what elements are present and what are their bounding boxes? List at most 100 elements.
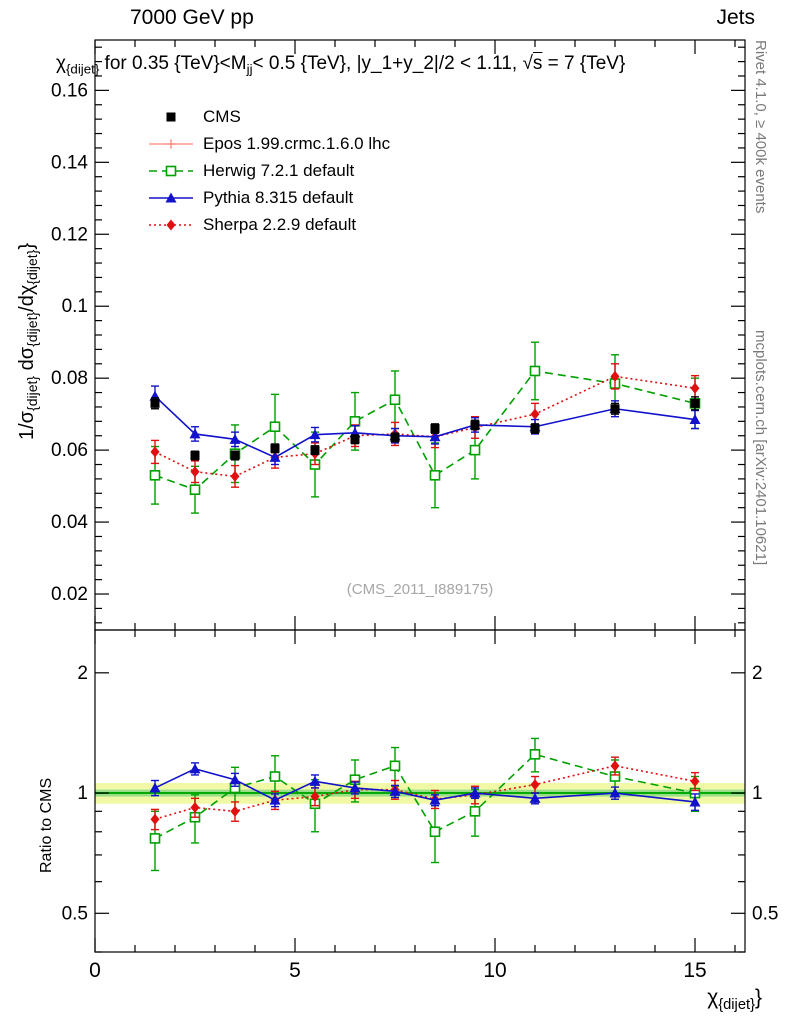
herwig-marker-open-square (389, 760, 401, 772)
herwig-marker-open-square (269, 421, 281, 433)
y-tick-label: 0.06 (51, 440, 88, 461)
pythia-marker-triangle (429, 431, 441, 442)
label-text: 1/σ (16, 410, 38, 440)
y-tick-label: 0.02 (51, 584, 88, 605)
cms-marker-square (150, 398, 160, 408)
pythia-marker-triangle (269, 794, 281, 805)
cms-marker-square (430, 424, 440, 434)
label-text: for 0.35 {TeV}<M (99, 53, 247, 74)
herwig-marker-open-square (165, 165, 177, 176)
sherpa-marker-diamond (230, 470, 240, 482)
sherpa-marker-diamond (150, 813, 160, 825)
sherpa-legend-marker-icon (149, 219, 193, 230)
pythia-marker-triangle (229, 774, 241, 785)
label-text: √ (522, 53, 533, 74)
pythia-marker-triangle (189, 763, 201, 774)
ratio-panel-frame (94, 629, 746, 953)
sherpa-marker-diamond (530, 779, 540, 791)
pythia-marker-triangle (609, 787, 621, 798)
legend-label: CMS (203, 106, 241, 126)
sherpa-marker-diamond (690, 775, 700, 787)
legend-item-epos: Epos 1.99.crmc.1.6.0 lhc (148, 130, 390, 157)
pythia-marker-triangle (229, 433, 241, 444)
label-text: s (532, 53, 543, 74)
herwig-marker-open-square (469, 806, 481, 817)
cms-marker-square (166, 112, 176, 121)
subscript-text: jj (246, 61, 253, 77)
pythia-marker-triangle (189, 428, 201, 439)
sherpa-line-ratio (154, 765, 696, 820)
sherpa-marker-diamond (310, 791, 320, 803)
y-tick-label: 0.08 (51, 368, 88, 389)
ratio-tick-label-right: 0.5 (752, 903, 778, 924)
legend-item-pythia: Pythia 8.315 default (148, 184, 390, 211)
subscript-text: {dijet} (23, 375, 40, 411)
cms-marker-square (470, 420, 480, 430)
legend-item-sherpa: Sherpa 2.2.9 default (148, 211, 390, 238)
epos-legend-marker-icon (149, 139, 193, 148)
x-tick-label: 0 (89, 959, 101, 982)
ratio-tick-label-left: 0.5 (62, 903, 88, 924)
label-text: } (754, 986, 762, 1009)
label-text: χ (707, 986, 719, 1009)
cms-marker-square (350, 434, 360, 444)
herwig-marker-open-square (269, 771, 281, 782)
sherpa-marker-diamond (190, 466, 200, 478)
series-cms (150, 396, 700, 461)
mcplots-source-note: mcplots.cern.ch [arXiv:2401.10621] (752, 330, 769, 566)
pythia-marker-triangle (149, 782, 161, 793)
sherpa-marker-diamond (610, 760, 620, 772)
sherpa-marker-diamond (530, 408, 540, 420)
pythia-marker-triangle (349, 782, 361, 793)
herwig-marker-open-square (149, 470, 161, 481)
legend-label: Sherpa 2.2.9 default (203, 214, 357, 234)
x-axis-title: χ{dijet}} (707, 986, 762, 1013)
herwig-marker-open-square (429, 470, 441, 481)
legend-item-herwig: Herwig 7.2.1 default (148, 157, 390, 184)
pythia-marker-triangle (269, 451, 281, 462)
sherpa-marker-diamond (690, 382, 700, 394)
cms-marker-square (690, 398, 700, 408)
pythia-legend-marker-icon (149, 192, 193, 202)
pythia-line-ratio (154, 767, 696, 803)
cms-marker-square (310, 445, 320, 455)
ratio-tick-label-left: 1 (77, 783, 88, 804)
pythia-marker-triangle (429, 794, 441, 805)
y-axis-title-ratio: Ratio to CMS (38, 777, 55, 873)
pythia-marker-triangle (309, 775, 321, 786)
sherpa-marker-diamond (230, 805, 240, 817)
x-tick-label: 10 (483, 959, 506, 982)
subscript-text: {dijet} (23, 249, 40, 285)
pythia-marker-triangle (529, 792, 541, 803)
herwig-marker-open-square (189, 484, 201, 495)
cms-marker-square (190, 451, 200, 461)
herwig-legend-marker-icon (149, 165, 193, 176)
sherpa-marker-diamond (150, 446, 160, 458)
x-tick-label: 5 (289, 959, 301, 982)
legend-item-cms: CMS (148, 103, 390, 130)
legend: CMS Epos 1.99.crmc.1.6.0 lhc Herwig 7.2.1 … (148, 103, 390, 238)
x-tick-label: 15 (683, 959, 706, 982)
herwig-marker-open-square (529, 365, 541, 377)
cms-legend-marker-icon (166, 112, 176, 121)
label-text: < 0.5 {TeV}, |y_1+y_2|/2 < 1.11, (252, 53, 523, 74)
cms-marker-square (230, 451, 240, 461)
herwig-marker-open-square (469, 444, 481, 456)
legend-label: Epos 1.99.crmc.1.6.0 lhc (203, 133, 391, 153)
analysis-type-label: Jets (716, 6, 755, 29)
y-axis-title-main: 1/σ{dijet} dσ{dijet}/dχ{dijet}} (16, 40, 40, 440)
pythia-marker-triangle (165, 192, 177, 202)
pythia-marker-triangle (309, 429, 321, 440)
y-tick-label: 0.16 (51, 80, 88, 101)
beam-energy-label: 7000 GeV pp (130, 6, 254, 29)
cms-marker-square (270, 443, 280, 453)
label-text: χ (56, 53, 66, 74)
subscript-text: {dijet} (718, 997, 755, 1014)
herwig-marker-open-square (529, 749, 541, 760)
pythia-marker-triangle (469, 787, 481, 798)
herwig-marker-open-square (429, 826, 441, 838)
pythia-marker-triangle (689, 414, 701, 425)
y-tick-label: 0.12 (51, 224, 88, 245)
